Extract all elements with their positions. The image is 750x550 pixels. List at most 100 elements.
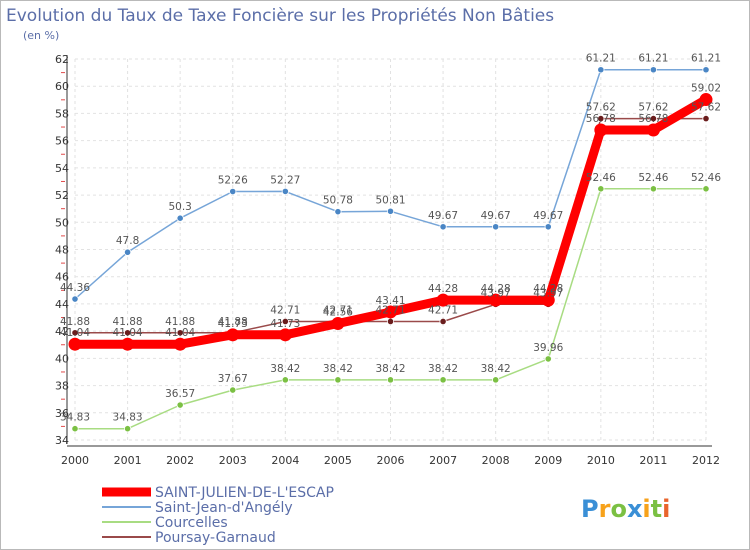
data-point-poursay-garnaud [597, 114, 605, 123]
data-point-courcelles [334, 376, 342, 384]
data-point-saint-julien-de-l-escap [331, 317, 345, 331]
x-tick-label: 2001 [114, 454, 142, 467]
data-label-courcelles: 52.46 [586, 172, 616, 184]
data-label-courcelles: 34.83 [60, 412, 90, 424]
data-label-saint-julien-de-l-escap: 59.02 [691, 83, 721, 95]
data-label-saint-jean-d-ang-ly: 61.21 [638, 53, 668, 65]
data-label-poursay-garnaud: 41.88 [113, 316, 143, 328]
legend-label-saint-jean-d-ang-ly: Saint-Jean-d'Angély [155, 500, 293, 516]
data-point-saint-jean-d-ang-ly [544, 223, 552, 231]
data-label-courcelles: 38.42 [323, 363, 353, 375]
data-point-saint-julien-de-l-escap [646, 123, 660, 137]
legend-label-courcelles: Courcelles [155, 515, 228, 531]
y-tick-label: 52 [55, 189, 69, 202]
y-tick-label: 34 [55, 434, 69, 447]
data-point-saint-jean-d-ang-ly [597, 66, 605, 74]
data-point-poursay-garnaud [439, 317, 447, 326]
data-point-saint-jean-d-ang-ly [649, 66, 658, 74]
data-label-saint-jean-d-ang-ly: 44.36 [60, 282, 90, 294]
data-label-poursay-garnaud: 43.97 [481, 287, 511, 299]
chart-title: Evolution du Taux de Taxe Foncière sur l… [6, 6, 554, 26]
data-point-courcelles [597, 185, 605, 193]
data-label-saint-jean-d-ang-ly: 50.78 [323, 195, 353, 207]
data-label-saint-julien-de-l-escap: 56.78 [586, 113, 616, 125]
data-label-saint-julien-de-l-escap: 44.28 [428, 283, 458, 295]
data-point-courcelles [439, 376, 447, 384]
data-label-saint-julien-de-l-escap: 44.28 [481, 283, 511, 295]
data-label-saint-julien-de-l-escap: 41.73 [270, 318, 300, 330]
data-point-saint-jean-d-ang-ly [71, 295, 79, 303]
x-tick-label: 2002 [166, 454, 194, 467]
data-label-courcelles: 38.42 [375, 363, 405, 375]
y-tick-label: 62 [55, 53, 69, 66]
data-label-saint-jean-d-ang-ly: 52.27 [270, 174, 300, 186]
data-label-saint-julien-de-l-escap: 41.04 [113, 327, 143, 339]
data-point-saint-julien-de-l-escap [278, 328, 292, 342]
data-label-saint-jean-d-ang-ly: 52.26 [218, 175, 248, 187]
data-label-courcelles: 37.67 [218, 373, 248, 385]
data-label-saint-julien-de-l-escap: 41.73 [218, 318, 248, 330]
data-point-courcelles [386, 376, 395, 384]
data-point-saint-julien-de-l-escap [226, 328, 240, 342]
data-label-poursay-garnaud: 57.62 [691, 102, 721, 114]
data-point-poursay-garnaud [702, 114, 710, 123]
logo-letter: P [581, 495, 599, 523]
data-point-courcelles [123, 425, 132, 433]
data-label-courcelles: 38.42 [481, 363, 511, 375]
data-point-saint-jean-d-ang-ly [386, 207, 395, 215]
data-point-saint-julien-de-l-escap [68, 337, 82, 351]
proxiti-logo: Proxiti [581, 495, 670, 523]
data-point-courcelles [71, 425, 79, 433]
y-tick-label: 44 [55, 298, 69, 311]
data-label-poursay-garnaud: 41.88 [60, 316, 90, 328]
axes: 34 36 38 40 42 44 46 48 50 52 54 56 58 60 62 2000 2001 20… [55, 53, 720, 467]
data-point-poursay-garnaud [176, 329, 184, 337]
y-tick-label: 38 [55, 380, 69, 393]
x-tick-label: 2000 [61, 454, 89, 467]
y-tick-label: 54 [55, 162, 69, 175]
data-label-saint-jean-d-ang-ly: 47.8 [116, 235, 139, 247]
data-point-courcelles [702, 185, 710, 193]
data-point-courcelles [544, 355, 552, 363]
data-point-saint-jean-d-ang-ly [281, 187, 289, 195]
x-tick-label: 2005 [324, 454, 352, 467]
data-point-saint-julien-de-l-escap [436, 293, 450, 307]
data-point-saint-jean-d-ang-ly [334, 208, 342, 216]
data-point-poursay-garnaud [123, 329, 132, 337]
data-label-poursay-garnaud: 57.62 [586, 102, 616, 114]
logo-letter: t [651, 495, 662, 523]
y-tick-label: 58 [55, 107, 69, 120]
data-label-saint-jean-d-ang-ly: 49.67 [533, 210, 563, 222]
data-point-courcelles [649, 185, 658, 193]
data-point-saint-jean-d-ang-ly [702, 66, 710, 74]
x-tick-label: 2008 [482, 454, 510, 467]
data-label-courcelles: 34.83 [113, 412, 143, 424]
y-tick-label: 48 [55, 244, 69, 257]
data-point-courcelles [229, 386, 237, 394]
data-label-poursay-garnaud: 42.71 [428, 304, 458, 316]
legend-label-saint-julien-de-l-escap: SAINT-JULIEN-DE-L'ESCAP [155, 485, 334, 501]
data-label-saint-jean-d-ang-ly: 49.67 [428, 210, 458, 222]
data-point-saint-jean-d-ang-ly [492, 223, 500, 231]
logo-letter: o [610, 495, 627, 523]
data-label-courcelles: 38.42 [270, 363, 300, 375]
data-point-poursay-garnaud [281, 317, 289, 326]
x-tick-label: 2004 [271, 454, 299, 467]
y-tick-label: 40 [55, 352, 69, 365]
y-tick-label: 46 [55, 271, 69, 284]
data-label-saint-jean-d-ang-ly: 50.3 [168, 201, 191, 213]
data-labels: 41.04 41.04 41.04 41.73 41.73 42.56 43.41 44.28… [60, 53, 721, 424]
data-point-saint-julien-de-l-escap [594, 123, 608, 137]
data-label-courcelles: 52.46 [691, 172, 721, 184]
data-label-saint-julien-de-l-escap: 44.28 [533, 283, 563, 295]
data-label-poursay-garnaud: 41.88 [218, 316, 248, 328]
data-label-poursay-garnaud: 43.97 [533, 287, 563, 299]
x-tick-label: 2003 [219, 454, 247, 467]
data-point-poursay-garnaud [386, 317, 395, 326]
data-label-courcelles: 39.96 [533, 342, 563, 354]
data-point-courcelles [281, 376, 289, 384]
data-label-poursay-garnaud: 42.71 [375, 304, 405, 316]
data-point-saint-julien-de-l-escap [121, 337, 135, 351]
y-tick-label: 50 [55, 216, 69, 229]
